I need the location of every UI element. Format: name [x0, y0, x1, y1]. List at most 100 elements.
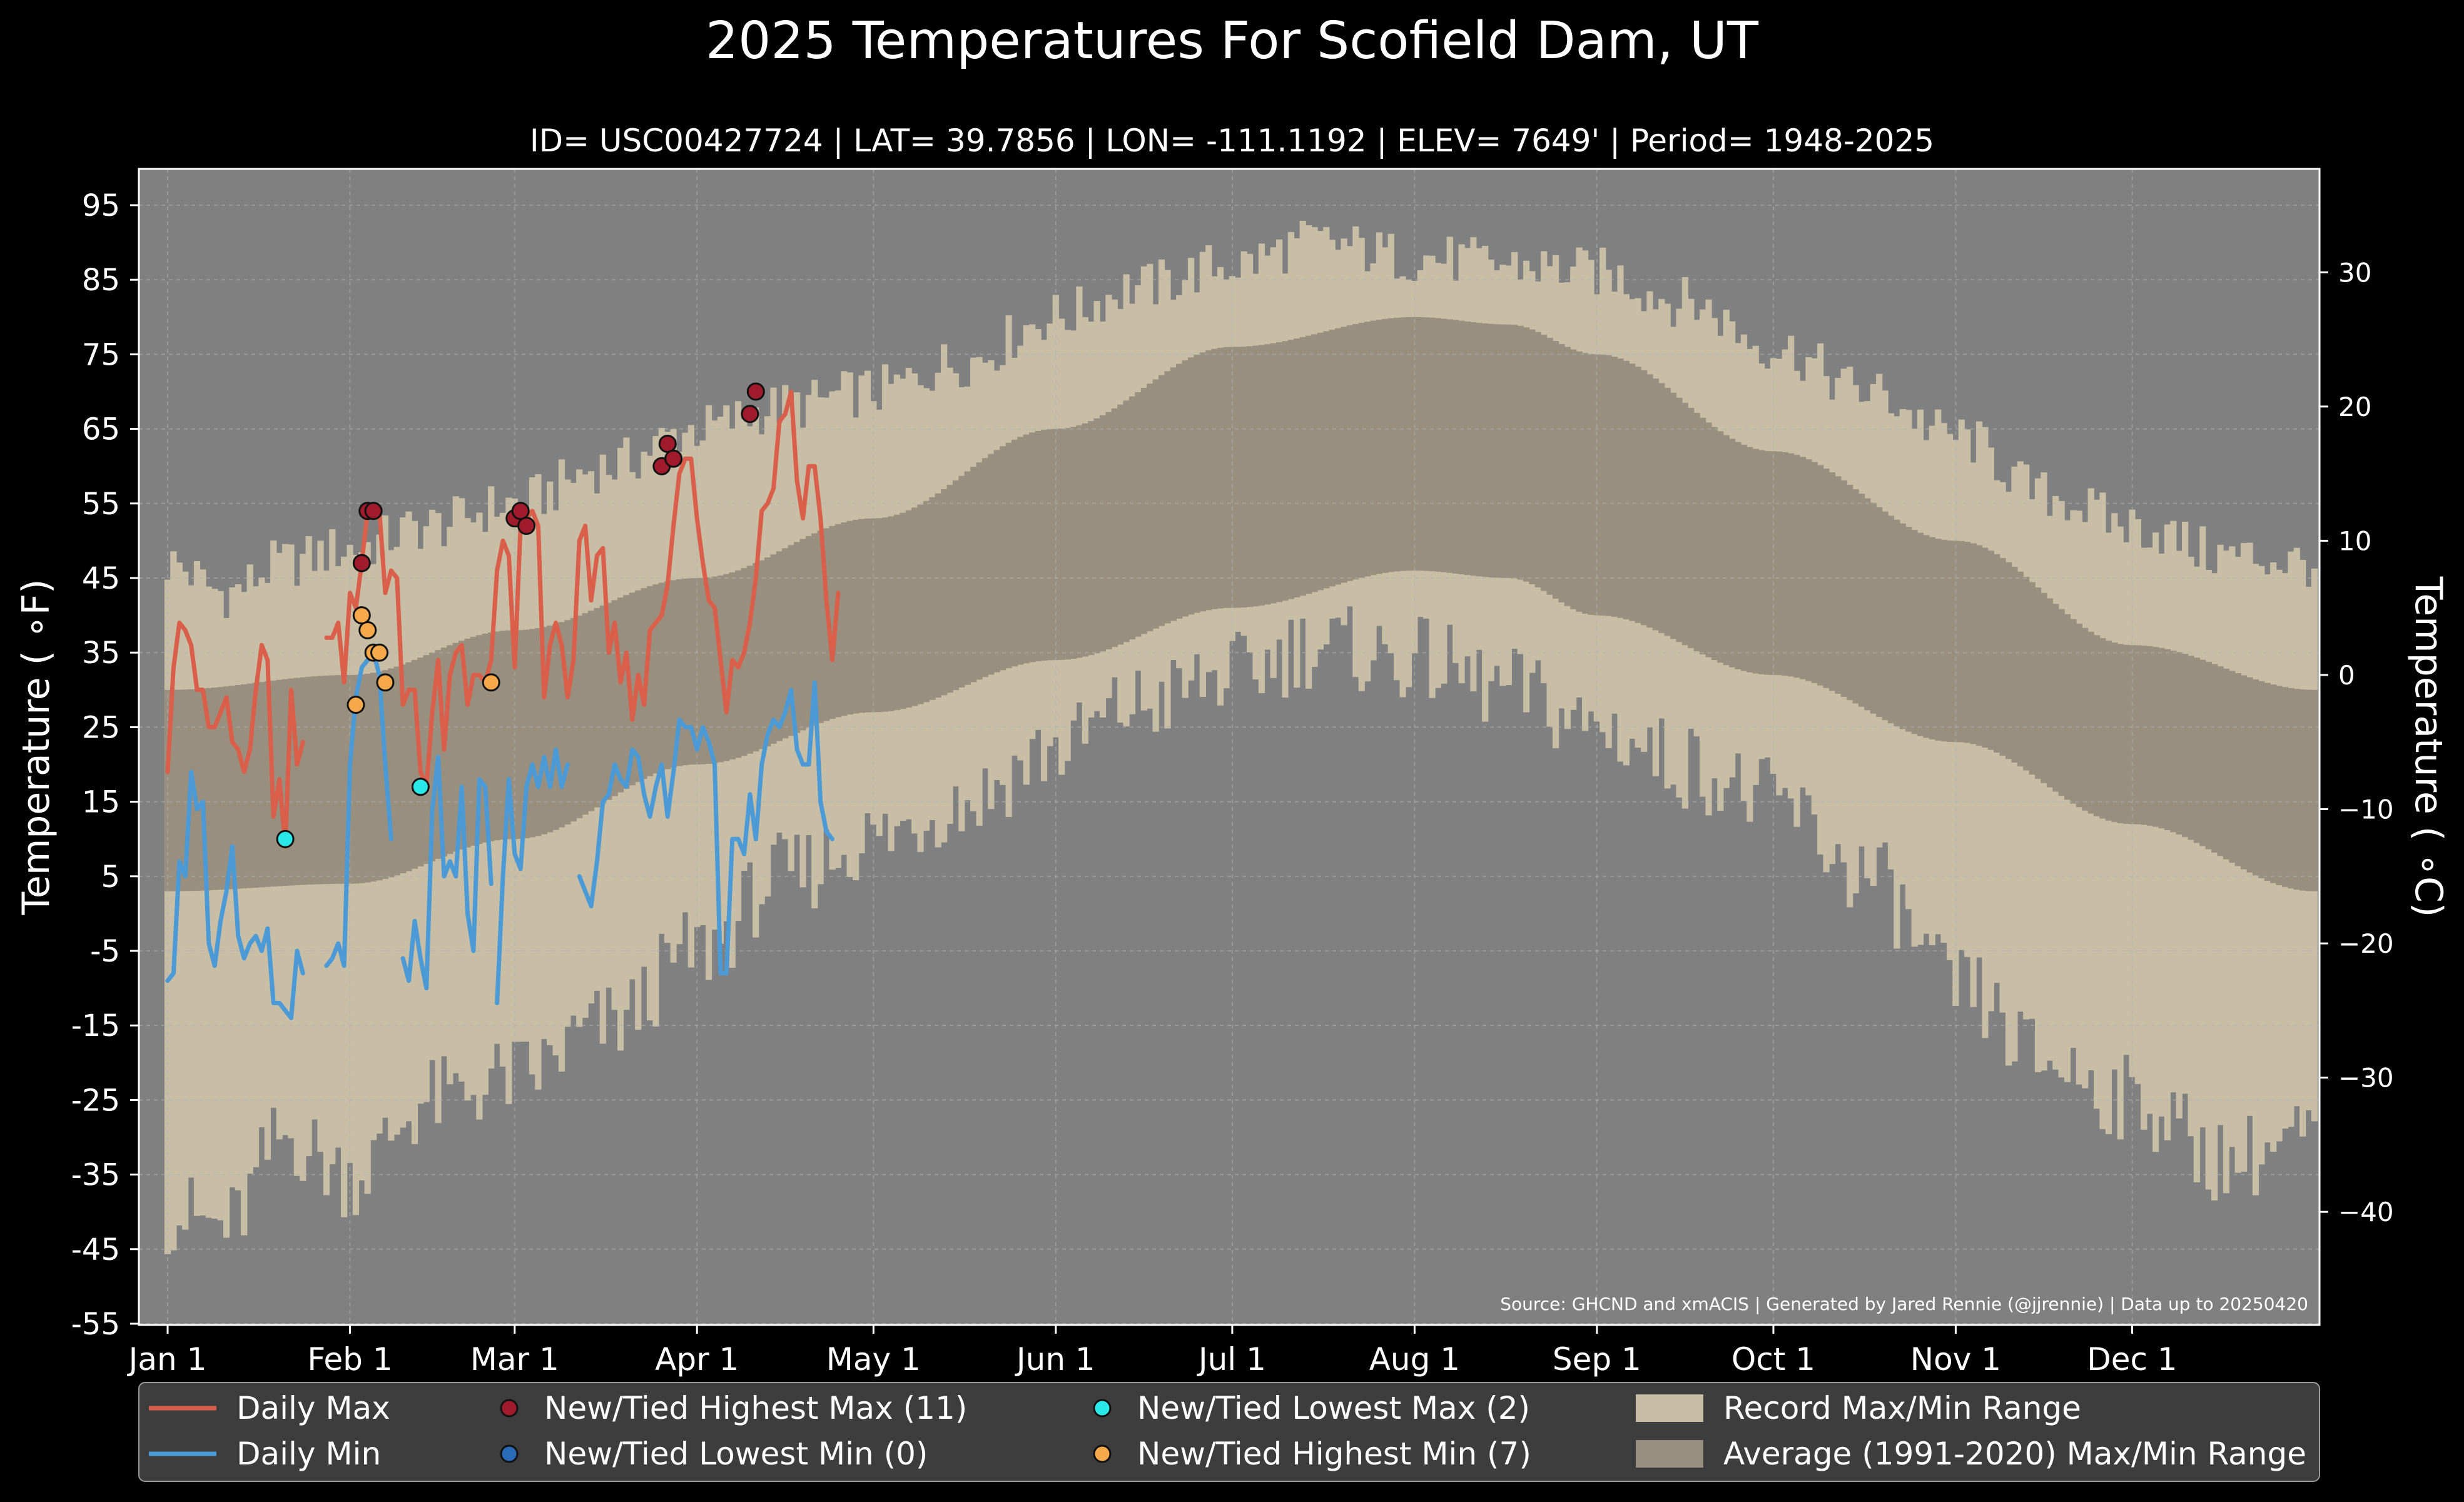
average-range-bar: [2082, 627, 2089, 811]
average-range-bar: [1235, 347, 1242, 608]
average-range-bar: [223, 686, 230, 890]
x-tick-label: Jul 1: [1197, 1341, 1266, 1378]
average-range-bar: [2005, 562, 2012, 759]
average-range-bar: [1817, 465, 1824, 686]
average-range-bar: [2311, 689, 2318, 891]
record-range-bar: [200, 569, 206, 1215]
daily-max-series: [165, 389, 841, 849]
record-markers: [352, 382, 765, 572]
y-tick-label-f: 95: [82, 188, 120, 223]
average-range-bar: [1870, 502, 1877, 714]
y-tick-label-f: 25: [82, 710, 120, 745]
legend-label: Daily Min: [236, 1436, 381, 1472]
x-tick-label: May 1: [826, 1341, 921, 1378]
average-range-bar: [1923, 535, 1930, 738]
average-range-bar: [400, 664, 407, 873]
average-range-bar: [1376, 320, 1383, 574]
average-range-bar: [1517, 325, 1524, 580]
average-range-bar: [1370, 320, 1377, 576]
average-range-bar: [970, 467, 977, 682]
average-range-bar: [1047, 429, 1053, 661]
average-range-bar: [587, 611, 595, 811]
y-tick-label-c: 20: [2338, 392, 2371, 422]
average-range-bar: [1270, 343, 1277, 604]
average-range-bar: [1588, 353, 1595, 615]
average-range-bar: [211, 688, 218, 890]
average-range-bar: [1523, 327, 1530, 582]
average-range-bar: [2305, 689, 2312, 891]
average-range-bar: [1099, 415, 1107, 652]
average-range-bar: [1194, 355, 1200, 613]
y-axis-label-right: Temperature ( ∘C): [2406, 576, 2450, 917]
average-range-bar: [1017, 437, 1024, 665]
record-range-bar: [2141, 547, 2147, 1130]
average-range-bar: [1329, 330, 1336, 587]
average-range-bar: [888, 516, 895, 711]
average-range-bar: [1399, 317, 1406, 571]
average-range-bar: [2087, 631, 2094, 814]
average-range-bar: [1488, 323, 1494, 577]
average-range-bar: [2070, 619, 2077, 804]
average-range-bar: [164, 689, 171, 891]
legend-label: Average (1991-2020) Max/Min Range: [1723, 1436, 2306, 1472]
average-range-bar: [376, 671, 383, 881]
record-range-bar: [2046, 515, 2053, 1061]
average-range-bar: [1676, 397, 1683, 642]
average-range-bar: [200, 688, 206, 891]
record-range-bar: [2146, 547, 2153, 1114]
record-range-bar: [2011, 466, 2018, 1062]
average-range-bar: [229, 686, 236, 890]
average-range-bar: [482, 633, 489, 843]
average-range-bar: [1117, 404, 1124, 645]
record-marker: [511, 502, 530, 520]
average-range-bar: [1952, 540, 1959, 743]
average-range-bar: [1005, 442, 1012, 669]
average-range-bar: [405, 662, 412, 871]
average-range-bar: [923, 500, 930, 703]
average-range-bar: [2011, 567, 2018, 763]
daily-min-line: [165, 769, 305, 1020]
average-range-bar: [1717, 431, 1724, 663]
average-range-bar: [753, 563, 759, 752]
y-tick-label-f: 55: [82, 487, 120, 522]
average-range-bar: [958, 475, 965, 688]
average-range-bar: [2258, 681, 2265, 878]
legend-swatch-patch: [1636, 1440, 1703, 1468]
average-range-bar: [917, 504, 924, 704]
average-range-bar: [746, 566, 753, 754]
record-range-bar: [223, 617, 230, 1238]
average-range-bar: [1823, 469, 1830, 688]
average-range-bar: [1358, 323, 1365, 578]
y-tick-label-c: 10: [2338, 525, 2371, 556]
average-range-bar: [1611, 357, 1618, 617]
record-range-bar: [2152, 532, 2159, 1152]
average-range-bar: [1534, 332, 1541, 587]
average-range-bar: [646, 586, 654, 776]
y-tick-label-f: 5: [101, 860, 120, 895]
average-range-bar: [459, 641, 465, 850]
y-tick-label-f: 45: [82, 561, 120, 596]
average-range-bar: [1482, 323, 1489, 577]
average-range-bar: [1453, 320, 1459, 574]
average-range-bar: [1640, 370, 1648, 626]
average-range-band: [164, 317, 2318, 891]
y-tick-label-c: −10: [2338, 794, 2394, 825]
record-range-bar: [2164, 524, 2171, 1140]
average-range-bar: [1758, 450, 1765, 674]
average-range-bar: [447, 645, 454, 855]
average-range-bar: [1564, 347, 1571, 606]
y-tick-label-c: 30: [2338, 257, 2371, 288]
average-range-bar: [1111, 408, 1118, 647]
average-range-bar: [1999, 558, 2006, 756]
record-markers: [347, 606, 500, 714]
average-range-bar: [893, 514, 901, 711]
y-tick-label-f: 75: [82, 337, 120, 372]
average-range-bar: [1346, 325, 1354, 581]
average-range-bar: [905, 510, 912, 708]
average-range-bar: [2299, 689, 2306, 891]
average-range-bar: [1899, 523, 1906, 729]
average-range-bar: [594, 608, 601, 808]
average-range-bar: [570, 617, 577, 822]
legend-box: [138, 1382, 2320, 1482]
y-axis-label-left: Temperature ( ∘F): [14, 579, 58, 915]
